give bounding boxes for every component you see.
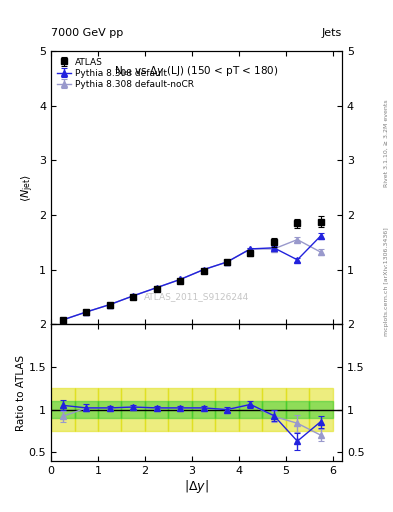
Bar xyxy=(98,388,121,431)
Bar xyxy=(192,388,215,431)
Bar xyxy=(215,401,239,418)
Text: N$_\mathregular{jet}$ vs $\Delta y$ (LJ) (150 < pT < 180): N$_\mathregular{jet}$ vs $\Delta y$ (LJ)… xyxy=(114,65,279,79)
Text: Rivet 3.1.10, ≥ 3.2M events: Rivet 3.1.10, ≥ 3.2M events xyxy=(384,99,389,187)
Bar xyxy=(262,388,286,431)
Legend: ATLAS, Pythia 8.308 default, Pythia 8.308 default-noCR: ATLAS, Pythia 8.308 default, Pythia 8.30… xyxy=(55,56,195,91)
Bar xyxy=(75,401,98,418)
Text: ATLAS_2011_S9126244: ATLAS_2011_S9126244 xyxy=(144,292,249,302)
Bar xyxy=(192,401,215,418)
X-axis label: |$\Delta y$|: |$\Delta y$| xyxy=(184,478,209,496)
Bar xyxy=(309,388,332,431)
Bar xyxy=(145,401,168,418)
Bar xyxy=(121,388,145,431)
Y-axis label: Ratio to ATLAS: Ratio to ATLAS xyxy=(16,354,26,431)
Bar xyxy=(51,401,75,418)
Bar xyxy=(239,401,262,418)
Bar xyxy=(286,388,309,431)
Bar xyxy=(121,401,145,418)
Bar xyxy=(239,388,262,431)
Bar xyxy=(51,388,75,431)
Bar xyxy=(168,401,192,418)
Bar xyxy=(286,401,309,418)
Bar xyxy=(168,388,192,431)
Bar xyxy=(262,401,286,418)
Y-axis label: $\langle N_\mathregular{jet}\rangle$: $\langle N_\mathregular{jet}\rangle$ xyxy=(20,174,36,202)
Bar xyxy=(215,388,239,431)
Bar xyxy=(98,401,121,418)
Bar xyxy=(75,388,98,431)
Text: 7000 GeV pp: 7000 GeV pp xyxy=(51,28,123,38)
Text: Jets: Jets xyxy=(321,28,342,38)
Bar xyxy=(309,401,332,418)
Text: mcplots.cern.ch [arXiv:1306.3436]: mcplots.cern.ch [arXiv:1306.3436] xyxy=(384,227,389,336)
Bar xyxy=(145,388,168,431)
